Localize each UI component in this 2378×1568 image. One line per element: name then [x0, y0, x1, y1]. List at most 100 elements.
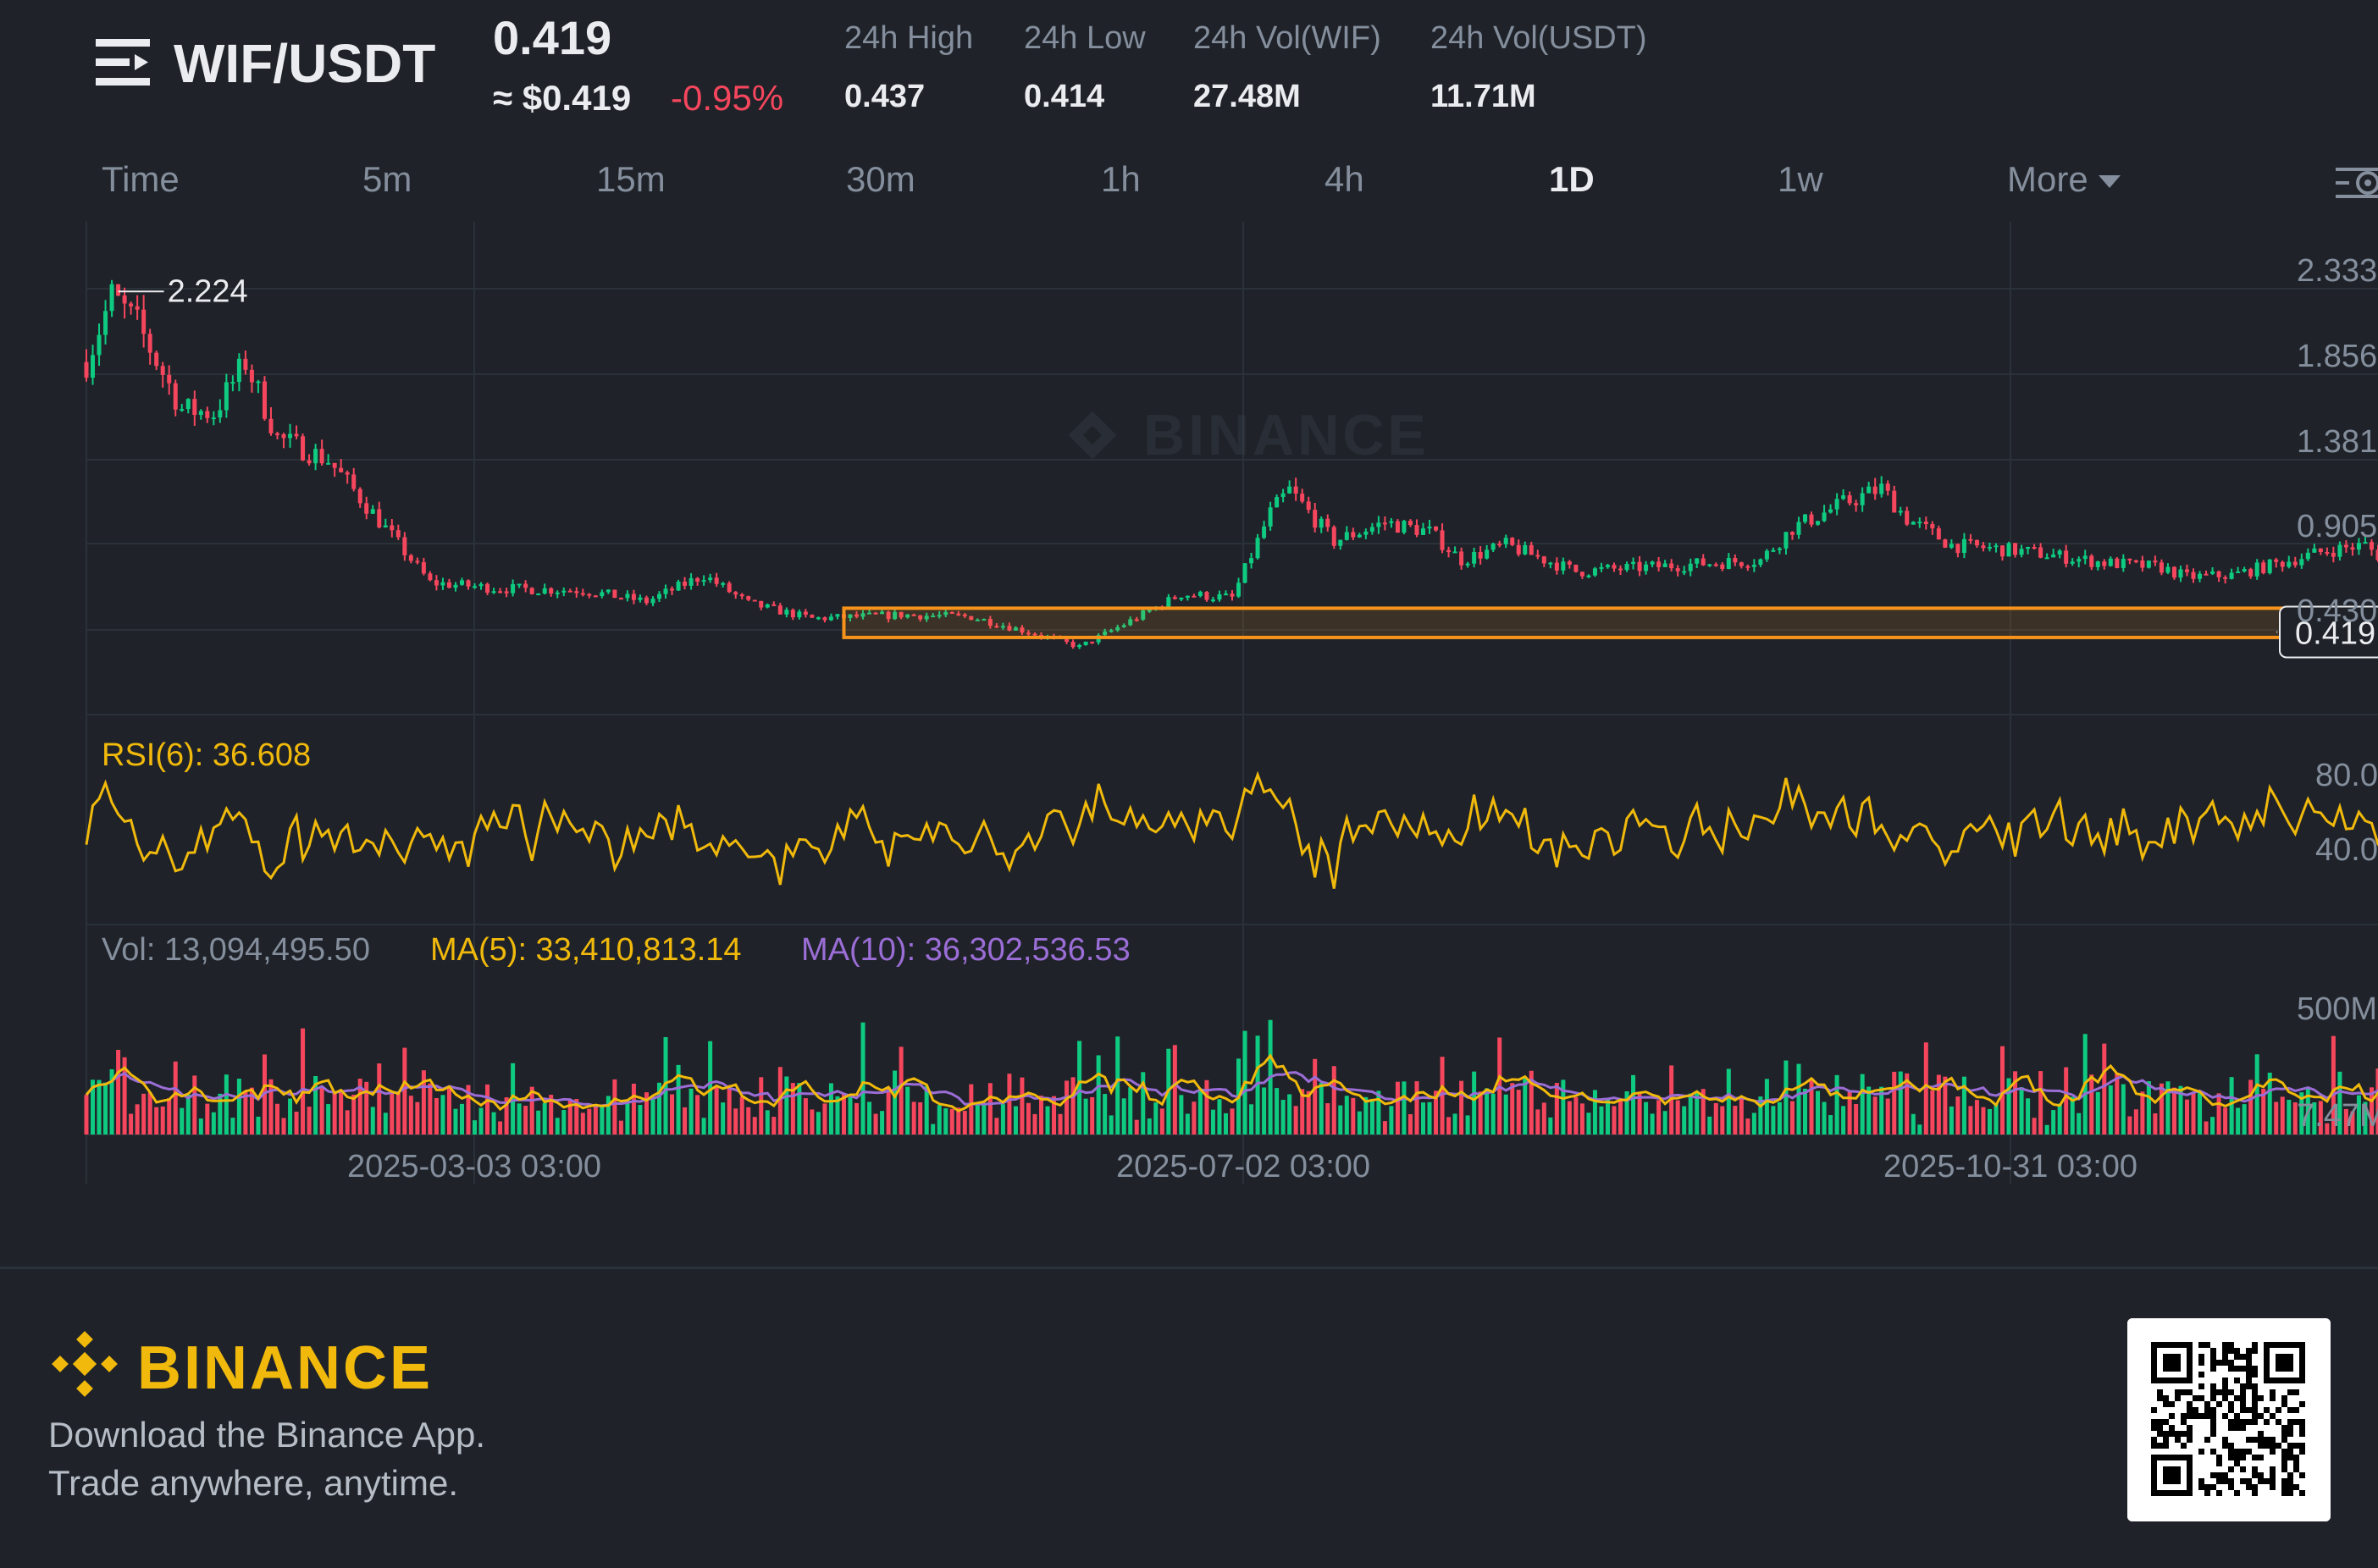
volume-bar: [1020, 1077, 1025, 1135]
candle-body: [160, 366, 165, 375]
tab-1w[interactable]: 1w: [1778, 159, 1823, 199]
volume-bar: [1898, 1071, 1903, 1135]
usd-price: ≈ $0.419: [493, 78, 632, 118]
candle-body: [790, 610, 795, 618]
support-zone-box[interactable]: [842, 606, 2378, 639]
candle-body: [345, 472, 350, 475]
qr-module: [2157, 1395, 2163, 1401]
candle-body: [657, 594, 661, 599]
volume-bar: [835, 1096, 840, 1135]
chart-settings-icon[interactable]: [2331, 161, 2378, 208]
candle-body: [357, 489, 362, 504]
volume-bar: [2146, 1081, 2151, 1135]
volume-tick-label: 500M: [2297, 991, 2377, 1027]
candle-body: [555, 592, 560, 594]
volume-bar: [2248, 1079, 2254, 1135]
qr-module: [2281, 1449, 2287, 1455]
candle-body: [701, 580, 706, 582]
qr-module: [2157, 1419, 2163, 1425]
volume-bar: [1472, 1071, 1477, 1135]
tab-more[interactable]: More: [2007, 159, 2121, 200]
volume-bar: [1389, 1106, 1394, 1135]
qr-module: [2246, 1407, 2252, 1413]
qr-module: [2270, 1472, 2276, 1478]
volume-bar: [2032, 1118, 2037, 1135]
tab-5m[interactable]: 5m: [362, 159, 412, 199]
candle-body: [1675, 568, 1680, 571]
qr-module: [2169, 1413, 2175, 1419]
volume-bar: [1255, 1035, 1260, 1135]
qr-module: [2270, 1443, 2276, 1449]
volume-bar: [1809, 1078, 1814, 1135]
volume-bar: [421, 1070, 426, 1135]
volume-bar: [574, 1099, 579, 1135]
volume-bar: [567, 1100, 572, 1135]
qr-module: [2281, 1466, 2287, 1472]
menu-lines-icon[interactable]: [96, 37, 150, 88]
volume-bar: [873, 1113, 878, 1135]
candle-body: [631, 594, 636, 600]
candle-body: [987, 619, 993, 627]
volume-bar: [1592, 1090, 1597, 1135]
candle-body: [1242, 563, 1247, 583]
candle-body: [1478, 552, 1483, 559]
candle-body: [1007, 626, 1012, 631]
candle-body: [1726, 558, 1731, 569]
candle-body: [1465, 563, 1470, 566]
tab-15m[interactable]: 15m: [596, 159, 666, 199]
volume-bar: [1516, 1090, 1521, 1135]
volume-bar: [2318, 1101, 2323, 1135]
candle-body: [2375, 549, 2378, 560]
candle-body: [2044, 557, 2049, 560]
qr-module: [2270, 1437, 2276, 1443]
candle-body: [1503, 538, 1508, 544]
qr-code-icon[interactable]: [2127, 1318, 2331, 1521]
trading-pair[interactable]: WIF/USDT: [174, 33, 436, 94]
qr-module: [2246, 1366, 2252, 1372]
qr-module: [2270, 1466, 2276, 1472]
qr-module: [2216, 1360, 2222, 1366]
volume-bar: [854, 1102, 860, 1135]
candle-body: [1809, 514, 1814, 525]
candle-body: [1485, 549, 1490, 559]
qr-module: [2210, 1383, 2216, 1389]
tab-30m[interactable]: 30m: [846, 159, 915, 199]
volume-bar: [784, 1076, 789, 1135]
candle-body: [2153, 560, 2158, 563]
candle-body: [1497, 544, 1502, 546]
tab-1h[interactable]: 1h: [1101, 159, 1141, 199]
tab-1d[interactable]: 1D: [1549, 159, 1595, 199]
qr-module: [2198, 1395, 2204, 1401]
qr-module: [2222, 1378, 2228, 1383]
candle-body: [2108, 558, 2113, 566]
candle-body: [307, 460, 312, 464]
volume-bar: [1579, 1103, 1584, 1135]
qr-module: [2299, 1472, 2305, 1478]
candle-body: [2210, 571, 2215, 574]
candle-body: [638, 597, 643, 600]
candle-body: [1287, 486, 1292, 494]
candle-body: [2013, 543, 2018, 555]
volume-bar: [1567, 1101, 1572, 1135]
qr-module: [2210, 1431, 2216, 1437]
volume-bar: [867, 1101, 872, 1135]
volume-bar: [2127, 1116, 2132, 1135]
volume-bar: [1134, 1119, 1139, 1135]
qr-module: [2281, 1460, 2287, 1466]
volume-bar: [695, 1095, 700, 1135]
tab-4h[interactable]: 4h: [1324, 159, 1364, 199]
volume-bar: [937, 1105, 942, 1135]
candle-body: [2026, 547, 2031, 549]
volume-bar: [625, 1100, 630, 1135]
qr-module: [2157, 1425, 2163, 1431]
qr-module: [2246, 1419, 2252, 1425]
qr-module: [2198, 1484, 2204, 1490]
volume-bar: [275, 1103, 279, 1135]
qr-module: [2198, 1354, 2204, 1360]
volume-bar: [122, 1057, 127, 1135]
volume-bar: [473, 1120, 478, 1135]
volume-bar: [2274, 1101, 2279, 1135]
tab-time[interactable]: Time: [102, 159, 180, 199]
candle-body: [542, 588, 547, 594]
